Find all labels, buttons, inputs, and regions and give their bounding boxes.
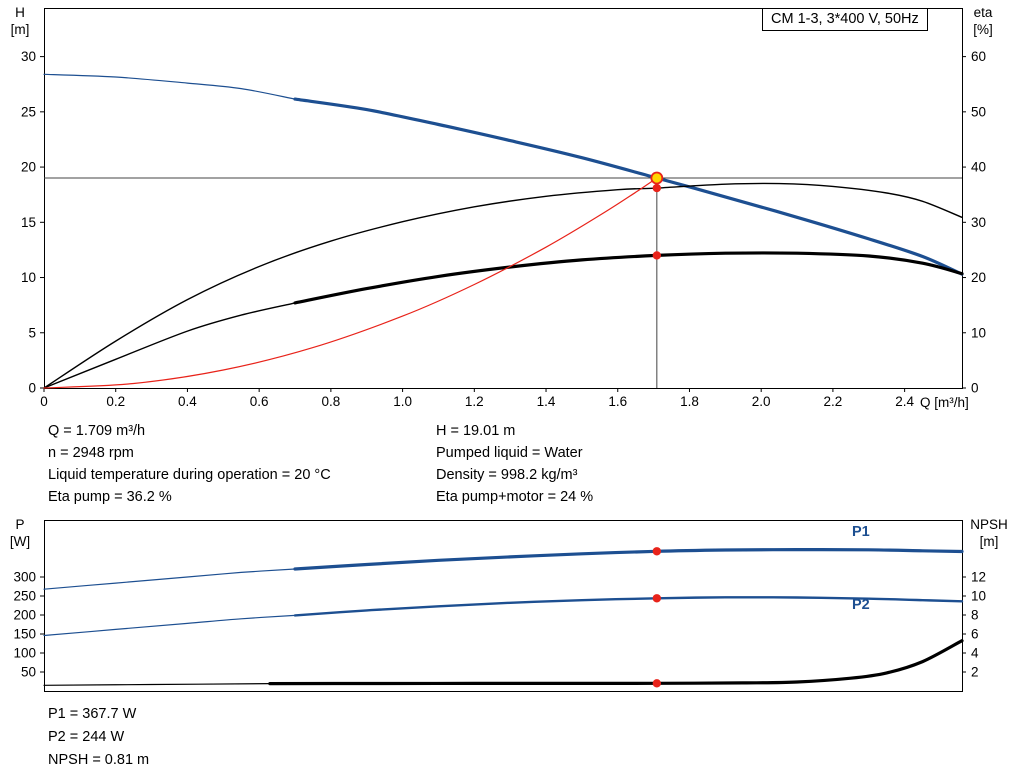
duty-point-marker[interactable] <box>650 171 664 185</box>
x-tick-label: 0.6 <box>250 394 269 409</box>
y-right-tick-label: 8 <box>971 608 979 623</box>
eta-pump-motor-duty-dot <box>652 251 662 260</box>
y-right-tick-label: 2 <box>971 665 979 680</box>
npsh-curve-preview <box>43 683 271 686</box>
y-right-tick-label: 6 <box>971 627 979 642</box>
x-tick-label: 0.8 <box>321 394 340 409</box>
eta-pump-motor-curve <box>293 251 964 305</box>
density-readout: Density = 998.2 kg/m³ <box>436 467 578 483</box>
power-npsh-chart[interactable]: 50 100 150 200 250 300 2 4 6 8 10 12 <box>0 516 1024 706</box>
npsh-readout: NPSH = 0.81 m <box>48 752 150 768</box>
eta-pump-readout: Eta pump = 36.2 % <box>48 489 172 505</box>
x-tick-label: 1.2 <box>465 394 484 409</box>
x-tick-label: 1.8 <box>680 394 699 409</box>
duty-info-left-column: Q = 1.709 m³/h n = 2948 rpm Liquid tempe… <box>48 420 331 508</box>
npsh-axis-unit: [m] <box>979 534 999 549</box>
p1-curve-preview <box>43 568 296 590</box>
eta-pump-duty-dot <box>652 183 662 193</box>
x-tick-label: 2.0 <box>752 394 771 409</box>
y-right-tick-label: 20 <box>971 270 986 285</box>
y-right-tick-label: 10 <box>971 589 986 604</box>
p2-curve-label: P2 <box>852 597 870 613</box>
head-readout: H = 19.01 m <box>436 423 516 439</box>
y-left-tick-label: 30 <box>21 49 36 64</box>
y-left-tick-label: 10 <box>21 270 36 285</box>
head-axis-symbol: H <box>15 5 25 20</box>
flow-readout: Q = 1.709 m³/h <box>48 423 146 439</box>
y-right-tick-label: 50 <box>971 104 986 119</box>
pump-model-box: CM 1-3, 3*400 V, 50Hz <box>762 8 928 31</box>
flow-axis-unit-label: Q [m³/h] <box>920 395 969 410</box>
p1-curve-label: P1 <box>852 524 870 540</box>
eta-pump-motor-curve-preview <box>43 302 296 389</box>
y-right-tick-label: 30 <box>971 215 986 230</box>
power-axis-unit: [W] <box>9 534 31 549</box>
head-curve <box>293 97 964 276</box>
y-right-tick-label: 0 <box>971 381 979 396</box>
p1-curve <box>293 547 964 571</box>
p2-duty-dot <box>652 594 662 603</box>
x-tick-label: 1.4 <box>537 394 556 409</box>
y-left-tick-label: 50 <box>21 665 36 680</box>
head-axis-unit: [m] <box>10 22 30 37</box>
power-axis-symbol: P <box>15 517 25 532</box>
x-tick-label: 2.4 <box>895 394 914 409</box>
eta-axis-title: eta [%] <box>962 4 1004 38</box>
y-right-tick-label: 4 <box>971 646 979 661</box>
speed-readout: n = 2948 rpm <box>48 445 134 461</box>
head-axis-title: H [m] <box>2 4 38 38</box>
npsh-duty-dot <box>652 679 662 688</box>
y-left-tick-label: 300 <box>13 570 36 585</box>
p1-duty-dot <box>652 547 662 556</box>
x-tick-label: 1.0 <box>393 394 412 409</box>
y-left-tick-label: 200 <box>13 608 36 623</box>
y-left-tick-label: 25 <box>21 104 36 119</box>
p2-readout: P2 = 244 W <box>48 729 125 745</box>
y-left-tick-label: 150 <box>13 627 36 642</box>
x-tick-label: 0 <box>40 394 48 409</box>
y-left-tick-label: 100 <box>13 646 36 661</box>
y-right-tick-label: 12 <box>971 570 986 585</box>
pumped-liquid-readout: Pumped liquid = Water <box>436 445 583 461</box>
x-tick-label: 1.6 <box>608 394 627 409</box>
system-curve <box>43 177 658 389</box>
y-left-tick-label: 0 <box>28 381 36 396</box>
npsh-axis-symbol: NPSH <box>970 517 1008 532</box>
power-axis-title: P [W] <box>2 516 38 550</box>
liquid-temperature-readout: Liquid temperature during operation = 20… <box>48 467 331 483</box>
power-info-column: P1 = 367.7 W P2 = 244 W NPSH = 0.81 m <box>48 703 149 772</box>
y-left-tick-label: 20 <box>21 160 36 175</box>
y-right-tick-label: 60 <box>971 49 986 64</box>
p1-readout: P1 = 367.7 W <box>48 706 137 722</box>
y-right-tick-label: 40 <box>971 160 986 175</box>
eta-pump-motor-readout: Eta pump+motor = 24 % <box>436 489 594 505</box>
x-tick-label: 0.4 <box>178 394 197 409</box>
eta-axis-unit: [%] <box>973 22 993 37</box>
y-right-tick-label: 10 <box>971 325 986 340</box>
power-npsh-chart-frame <box>44 520 963 692</box>
duty-info-right-column: H = 19.01 m Pumped liquid = Water Densit… <box>436 420 593 508</box>
y-left-tick-label: 15 <box>21 215 36 230</box>
hq-eta-chart[interactable]: 0 5 10 15 20 25 30 0 10 20 30 40 50 60 0 0.2 0.4 0.6 0.8 1.… <box>0 0 1024 430</box>
head-curve-preview <box>43 73 296 100</box>
x-tick-label: 2.2 <box>824 394 843 409</box>
hq-eta-chart-frame <box>44 8 963 389</box>
x-tick-label: 0.2 <box>106 394 125 409</box>
p2-curve-preview <box>43 614 296 637</box>
y-left-tick-label: 5 <box>28 325 36 340</box>
npsh-curve <box>268 639 964 686</box>
npsh-axis-title: NPSH [m] <box>958 516 1020 550</box>
eta-pump-curve <box>43 182 963 389</box>
y-left-tick-label: 250 <box>13 589 36 604</box>
eta-axis-symbol: eta <box>973 5 993 20</box>
